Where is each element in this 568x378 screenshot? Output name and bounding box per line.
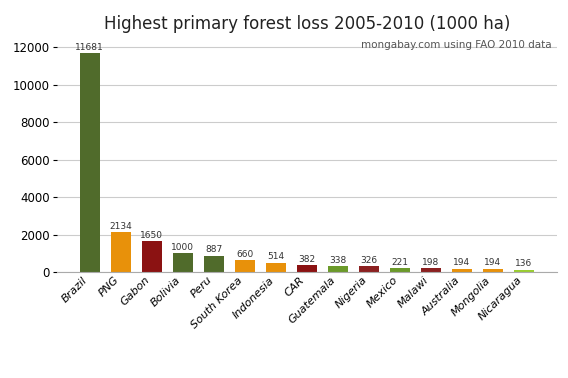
Bar <box>111 232 131 272</box>
Text: 1000: 1000 <box>171 243 194 252</box>
Text: 1650: 1650 <box>140 231 163 240</box>
Text: 221: 221 <box>391 258 408 267</box>
Text: mongabay.com using FAO 2010 data: mongabay.com using FAO 2010 data <box>361 40 552 50</box>
Text: 11681: 11681 <box>75 43 104 52</box>
Bar <box>328 266 348 272</box>
Text: 198: 198 <box>422 258 440 267</box>
Bar <box>80 53 99 272</box>
Text: 194: 194 <box>453 259 470 267</box>
Text: 887: 887 <box>205 245 222 254</box>
Bar <box>421 268 441 272</box>
Bar <box>296 265 317 272</box>
Text: 338: 338 <box>329 256 346 265</box>
Bar <box>235 260 255 272</box>
Bar <box>203 256 224 272</box>
Text: 136: 136 <box>515 259 532 268</box>
Text: 382: 382 <box>298 255 315 264</box>
Text: 194: 194 <box>485 259 502 267</box>
Bar <box>390 268 410 272</box>
Text: 326: 326 <box>360 256 377 265</box>
Bar <box>141 241 162 272</box>
Bar <box>358 266 379 272</box>
Bar <box>173 253 193 272</box>
Bar <box>452 268 472 272</box>
Text: 660: 660 <box>236 249 253 259</box>
Bar <box>483 268 503 272</box>
Bar <box>266 263 286 272</box>
Text: 2134: 2134 <box>109 222 132 231</box>
Title: Highest primary forest loss 2005-2010 (1000 ha): Highest primary forest loss 2005-2010 (1… <box>103 15 510 34</box>
Text: 514: 514 <box>267 253 284 262</box>
Bar <box>514 270 534 272</box>
